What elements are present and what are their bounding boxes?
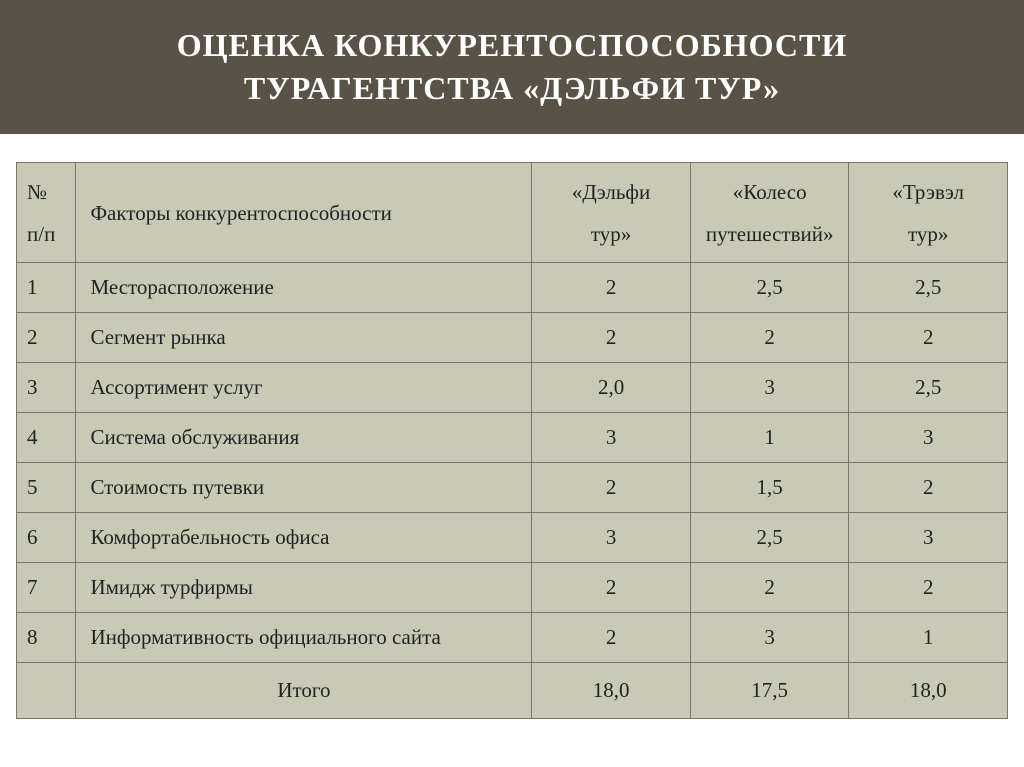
cell-delphi: 2,0	[532, 363, 691, 413]
table-row: 7Имидж турфирмы222	[17, 563, 1008, 613]
cell-factor: Сегмент рынка	[76, 313, 532, 363]
cell-delphi: 2	[532, 563, 691, 613]
cell-number: 1	[17, 263, 76, 313]
cell-factor: Комфортабельность офиса	[76, 513, 532, 563]
title-line-2: ТУРАГЕНТСТВА «ДЭЛЬФИ ТУР»	[40, 67, 984, 110]
cell-number: 4	[17, 413, 76, 463]
cell-delphi: 2	[532, 263, 691, 313]
table-header-row: № п/п Факторы конкурентоспособности «Дэл…	[17, 163, 1008, 263]
competitiveness-table: № п/п Факторы конкурентоспособности «Дэл…	[16, 162, 1008, 719]
cell-koleso: 1,5	[690, 463, 849, 513]
cell-total-delphi: 18,0	[532, 663, 691, 719]
cell-delphi: 2	[532, 613, 691, 663]
cell-number: 7	[17, 563, 76, 613]
table-total-row: Итого18,017,518,0	[17, 663, 1008, 719]
cell-travel: 3	[849, 513, 1008, 563]
cell-number: 2	[17, 313, 76, 363]
cell-total-koleso: 17,5	[690, 663, 849, 719]
table-row: 4Система обслуживания313	[17, 413, 1008, 463]
cell-delphi: 2	[532, 313, 691, 363]
table-row: 3Ассортимент услуг2,032,5	[17, 363, 1008, 413]
cell-factor: Стоимость путевки	[76, 463, 532, 513]
cell-koleso: 2	[690, 313, 849, 363]
table-region: № п/п Факторы конкурентоспособности «Дэл…	[0, 162, 1024, 735]
cell-number: 6	[17, 513, 76, 563]
table-row: 1Месторасположение22,52,5	[17, 263, 1008, 313]
cell-koleso: 3	[690, 363, 849, 413]
cell-delphi: 2	[532, 463, 691, 513]
table-row: 6Комфортабельность офиса32,53	[17, 513, 1008, 563]
cell-factor: Месторасположение	[76, 263, 532, 313]
cell-travel: 2,5	[849, 363, 1008, 413]
cell-number: 8	[17, 613, 76, 663]
col-header-number: № п/п	[17, 163, 76, 263]
cell-travel: 2	[849, 463, 1008, 513]
cell-factor: Информативность официального сайта	[76, 613, 532, 663]
col-header-factor: Факторы конкурентоспособности	[76, 163, 532, 263]
col-header-delphi: «Дэльфи тур»	[532, 163, 691, 263]
cell-delphi: 3	[532, 413, 691, 463]
cell-travel: 1	[849, 613, 1008, 663]
cell-travel: 2	[849, 313, 1008, 363]
spacer	[0, 134, 1024, 162]
col-header-koleso: «Колесо путешествий»	[690, 163, 849, 263]
cell-number-empty	[17, 663, 76, 719]
cell-koleso: 2,5	[690, 513, 849, 563]
cell-number: 3	[17, 363, 76, 413]
cell-total-travel: 18,0	[849, 663, 1008, 719]
slide-title: ОЦЕНКА КОНКУРЕНТОСПОСОБНОСТИ ТУРАГЕНТСТВ…	[0, 0, 1024, 134]
cell-number: 5	[17, 463, 76, 513]
cell-travel: 3	[849, 413, 1008, 463]
cell-koleso: 3	[690, 613, 849, 663]
cell-koleso: 2	[690, 563, 849, 613]
cell-koleso: 1	[690, 413, 849, 463]
cell-total-label: Итого	[76, 663, 532, 719]
cell-factor: Ассортимент услуг	[76, 363, 532, 413]
cell-travel: 2	[849, 563, 1008, 613]
cell-koleso: 2,5	[690, 263, 849, 313]
table-row: 8Информативность официального сайта231	[17, 613, 1008, 663]
cell-travel: 2,5	[849, 263, 1008, 313]
title-line-1: ОЦЕНКА КОНКУРЕНТОСПОСОБНОСТИ	[40, 24, 984, 67]
table-row: 5Стоимость путевки21,52	[17, 463, 1008, 513]
col-header-travel: «Трэвэл тур»	[849, 163, 1008, 263]
cell-factor: Имидж турфирмы	[76, 563, 532, 613]
cell-factor: Система обслуживания	[76, 413, 532, 463]
table-row: 2Сегмент рынка222	[17, 313, 1008, 363]
slide: ОЦЕНКА КОНКУРЕНТОСПОСОБНОСТИ ТУРАГЕНТСТВ…	[0, 0, 1024, 767]
cell-delphi: 3	[532, 513, 691, 563]
